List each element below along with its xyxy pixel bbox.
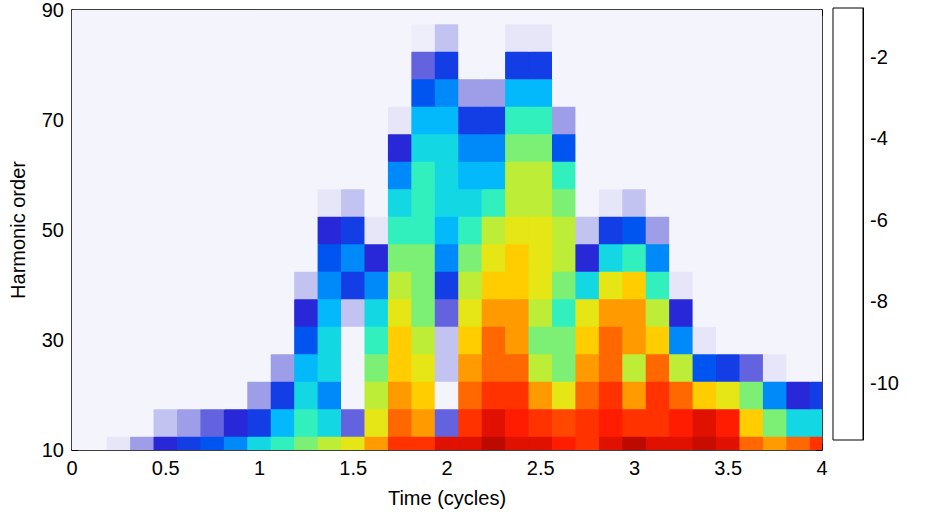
svg-text:90: 90 — [42, 0, 64, 21]
svg-text:1: 1 — [254, 457, 265, 479]
svg-text:50: 50 — [42, 219, 64, 241]
svg-text:Time (cycles): Time (cycles) — [388, 487, 506, 509]
svg-text:70: 70 — [42, 109, 64, 131]
svg-text:-2: -2 — [870, 46, 888, 68]
svg-text:4: 4 — [816, 457, 827, 479]
svg-text:2.5: 2.5 — [527, 457, 555, 479]
svg-text:2: 2 — [441, 457, 452, 479]
svg-text:3.5: 3.5 — [714, 457, 742, 479]
svg-text:Harmonic order: Harmonic order — [7, 161, 29, 299]
svg-text:0.5: 0.5 — [152, 457, 180, 479]
svg-text:30: 30 — [42, 329, 64, 351]
svg-text:-4: -4 — [870, 127, 888, 149]
svg-text:10: 10 — [42, 439, 64, 461]
svg-text:-6: -6 — [870, 209, 888, 231]
svg-text:3: 3 — [629, 457, 640, 479]
svg-text:-10: -10 — [870, 372, 899, 394]
svg-text:1.5: 1.5 — [339, 457, 367, 479]
svg-text:-8: -8 — [870, 290, 888, 312]
svg-text:0: 0 — [66, 457, 77, 479]
